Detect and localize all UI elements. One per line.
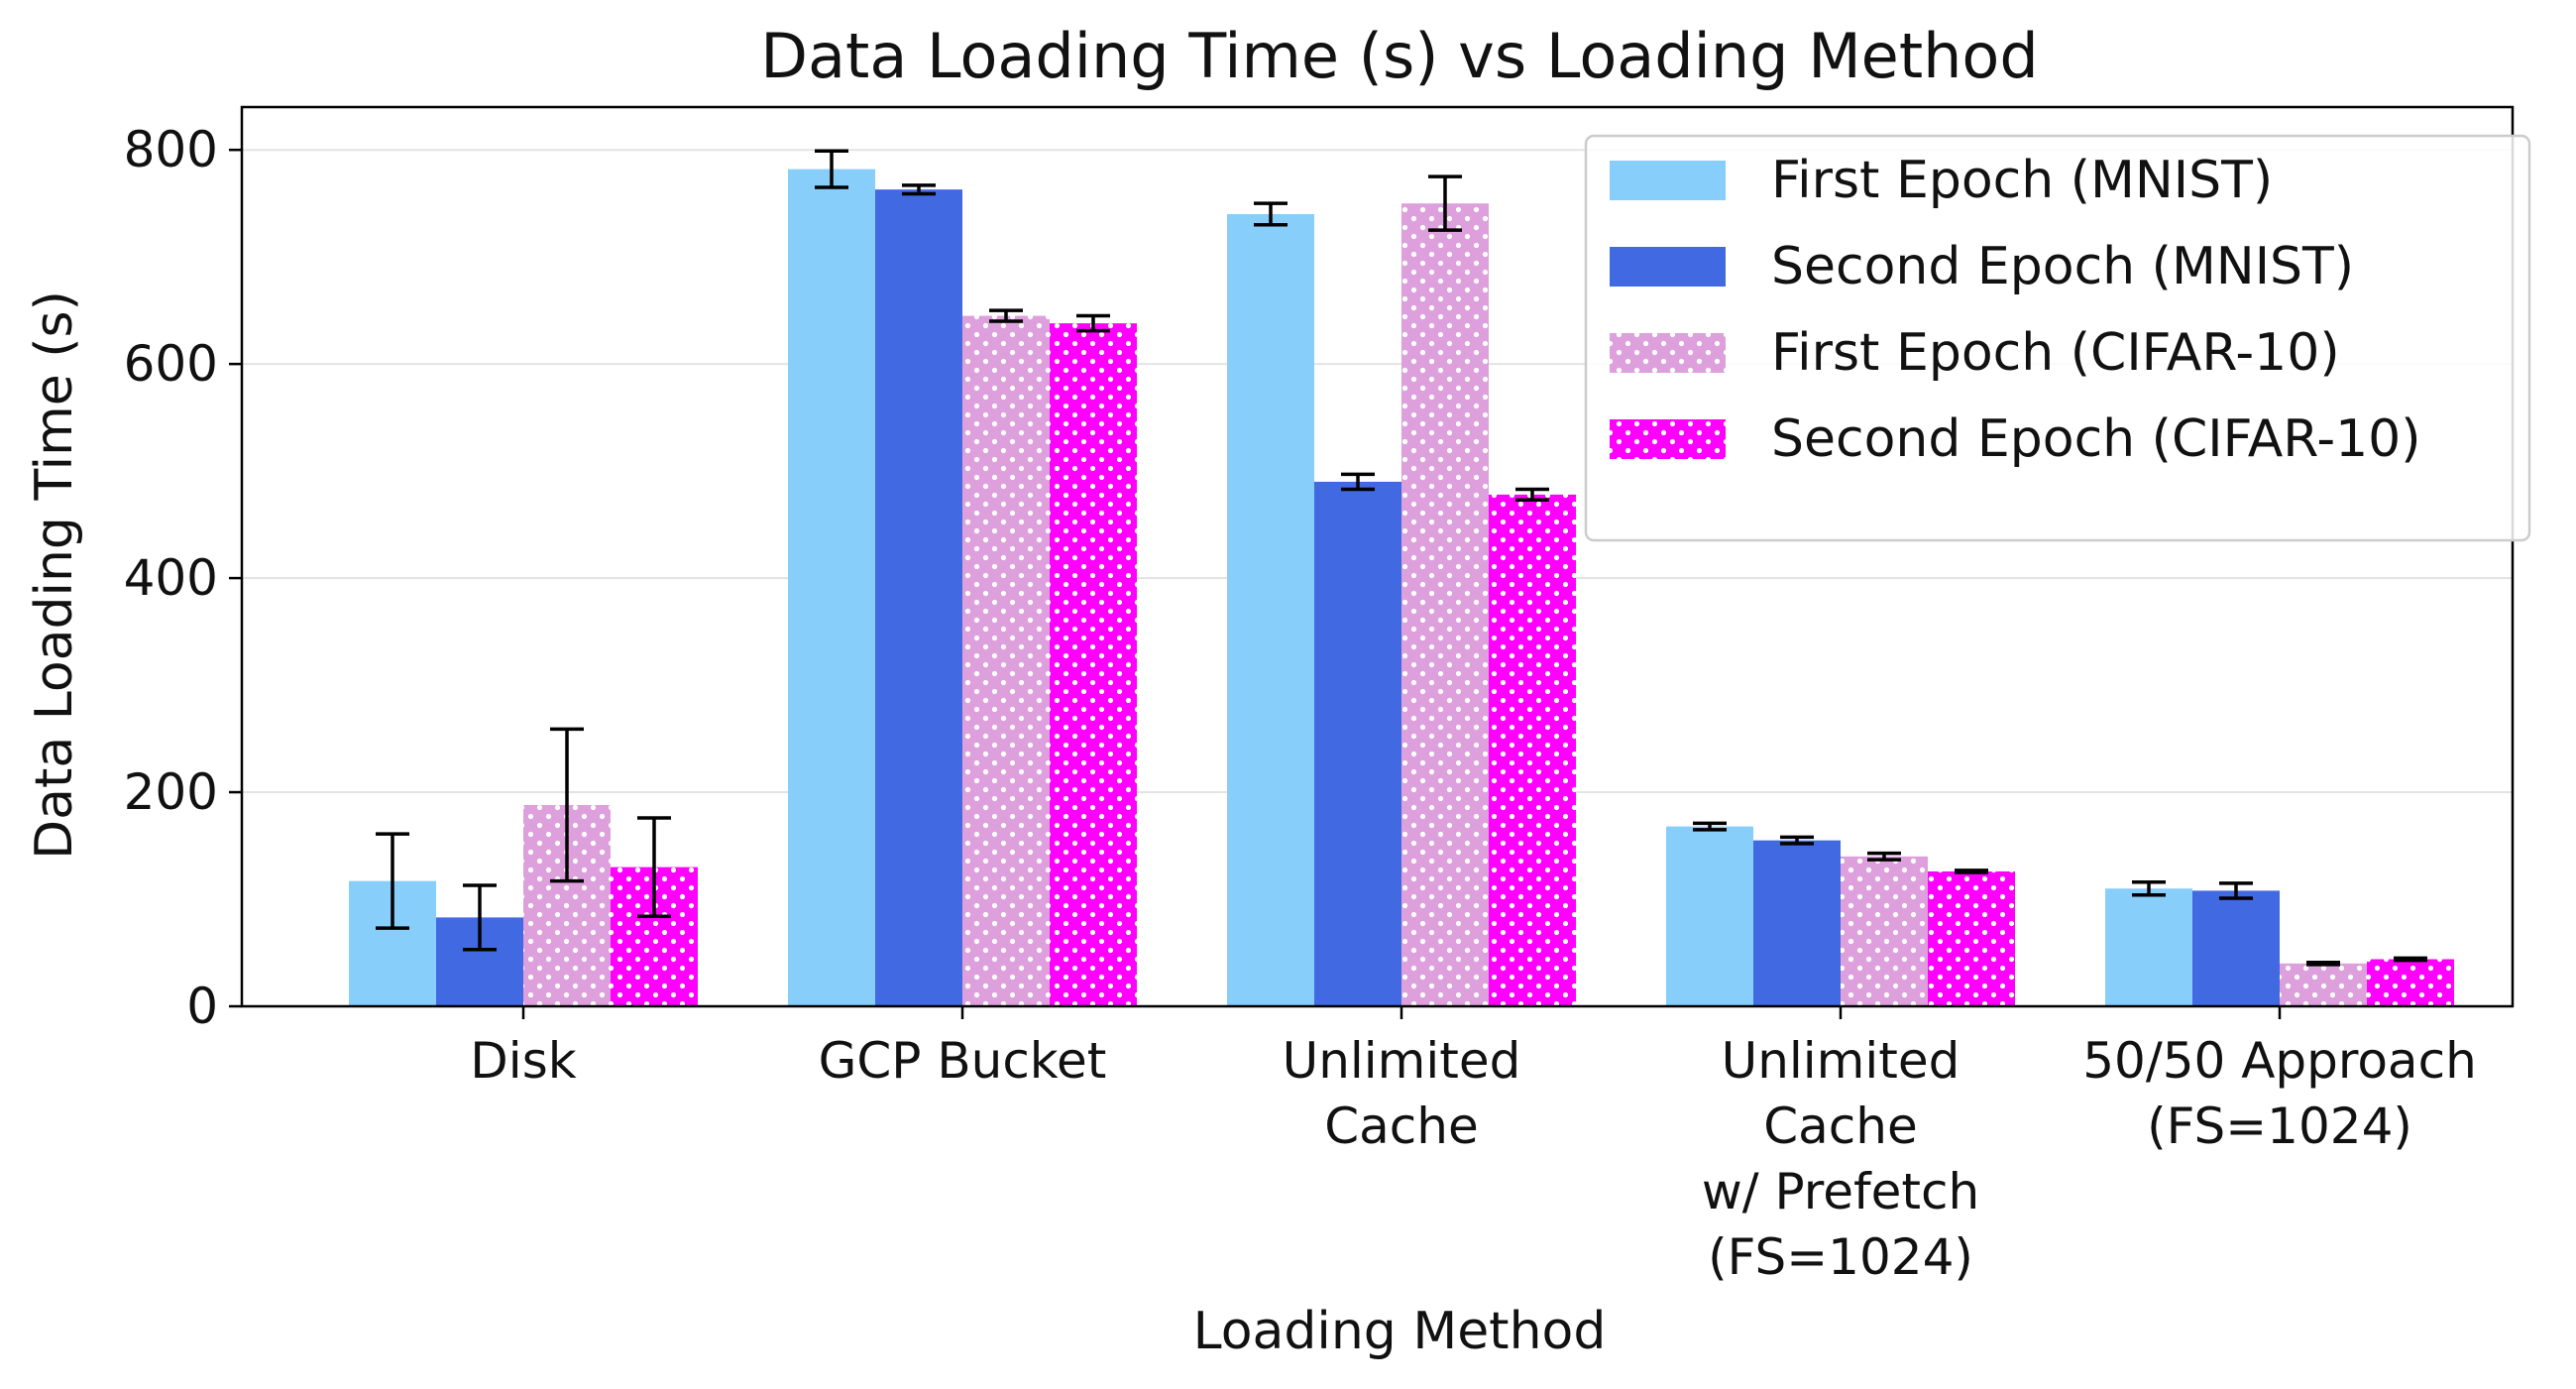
error-bar: [2219, 881, 2253, 900]
bar: [875, 189, 962, 1006]
legend-label: First Epoch (CIFAR-10): [1771, 323, 2340, 383]
y-tick-label: 200: [124, 763, 218, 821]
error-bar: [463, 883, 497, 952]
legend-swatch: [1610, 161, 1726, 200]
error-bar: [902, 183, 936, 196]
bar: [1401, 203, 1489, 1006]
legend-item: Second Epoch (MNIST): [1610, 237, 2354, 296]
error-bar: [1955, 868, 1988, 874]
x-axis-label: Loading Method: [1193, 1302, 1607, 1361]
x-tick-label: Unlimited Cache w/ Prefetch (FS=1024): [1702, 1032, 1979, 1286]
legend-swatch: [1610, 419, 1726, 459]
error-bar: [1693, 821, 1727, 832]
error-bar: [989, 308, 1023, 323]
legend-item: First Epoch (CIFAR-10): [1610, 323, 2340, 383]
error-bar: [376, 832, 409, 930]
legend-swatch: [1610, 333, 1726, 373]
bar: [1928, 870, 2015, 1006]
y-axis-label: Data Loading Time (s): [25, 290, 84, 860]
x-tick-label: 50/50 Approach (FS=1024): [2082, 1032, 2477, 1155]
error-bar: [550, 727, 584, 883]
error-bar: [1867, 851, 1901, 862]
legend-box: [1584, 134, 2531, 542]
y-tick-label: 400: [124, 549, 218, 607]
error-bar: [1515, 487, 1549, 503]
y-axis: 0 200 400 600 800: [124, 121, 242, 1035]
bar: [788, 169, 875, 1006]
plot-frame: [240, 105, 2515, 1008]
x-tick-label: Disk: [470, 1032, 576, 1090]
error-bar: [637, 816, 671, 919]
y-tick-label: 800: [124, 121, 218, 178]
bars: [349, 169, 2454, 1007]
error-bar: [2394, 956, 2427, 963]
bar: [1753, 840, 1841, 1006]
x-tick-label: Unlimited Cache: [1283, 1032, 1521, 1155]
legend: First Epoch (MNIST) Second Epoch (MNIST) F…: [1584, 134, 2531, 542]
bar: [2367, 959, 2454, 1006]
legend-item: Second Epoch (CIFAR-10): [1610, 409, 2421, 469]
error-bar: [815, 149, 848, 189]
x-tick-label: GCP Bucket: [819, 1032, 1107, 1090]
bar: [1314, 481, 1401, 1007]
x-axis: Disk GCP Bucket Unlimited Cache Unlimited Cac…: [470, 1006, 2477, 1286]
bar: [1489, 494, 1576, 1007]
y-tick-label: 600: [124, 335, 218, 393]
legend-swatch: [1610, 247, 1726, 287]
bar: [2105, 888, 2192, 1006]
chart-title: Data Loading Time (s) vs Loading Method: [760, 20, 2038, 92]
error-bar: [1341, 472, 1375, 492]
bar: [962, 315, 1050, 1006]
error-bar: [1428, 174, 1462, 232]
legend-label: Second Epoch (MNIST): [1771, 237, 2354, 296]
legend-label: Second Epoch (CIFAR-10): [1771, 409, 2421, 469]
error-bars: [376, 149, 2427, 967]
legend-item: First Epoch (MNIST): [1610, 151, 2273, 210]
error-bar: [2132, 879, 2166, 897]
y-tick-label: 0: [186, 978, 218, 1035]
error-bar: [1254, 201, 1288, 227]
error-bar: [1076, 313, 1110, 333]
bar: [2280, 963, 2367, 1006]
bar: [1050, 323, 1137, 1006]
error-bar: [1780, 835, 1814, 846]
bar: [1666, 826, 1753, 1006]
bar: [1227, 213, 1314, 1006]
bar: [2192, 890, 2280, 1006]
bar: [1841, 856, 1928, 1006]
legend-label: First Epoch (MNIST): [1771, 151, 2273, 210]
error-bar: [2306, 960, 2340, 967]
